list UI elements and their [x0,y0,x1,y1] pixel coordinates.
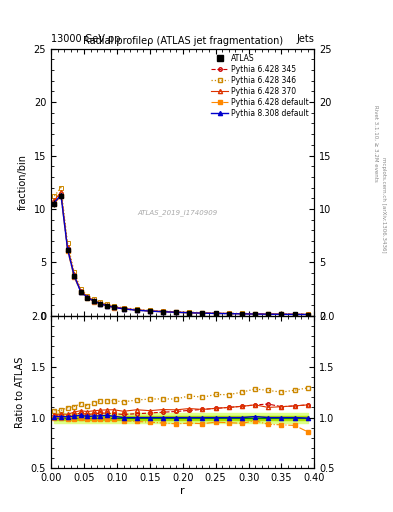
Text: mcplots.cern.ch [arXiv:1306.3436]: mcplots.cern.ch [arXiv:1306.3436] [381,157,386,252]
Text: Rivet 3.1.10, ≥ 3.2M events: Rivet 3.1.10, ≥ 3.2M events [373,105,378,182]
Title: Radial profileρ (ATLAS jet fragmentation): Radial profileρ (ATLAS jet fragmentation… [83,36,283,47]
Y-axis label: Ratio to ATLAS: Ratio to ATLAS [15,356,25,428]
Y-axis label: fraction/bin: fraction/bin [18,154,28,210]
Legend: ATLAS, Pythia 6.428 345, Pythia 6.428 346, Pythia 6.428 370, Pythia 6.428 defaul: ATLAS, Pythia 6.428 345, Pythia 6.428 34… [210,52,310,119]
X-axis label: r: r [180,486,185,496]
Text: Jets: Jets [297,33,314,44]
Text: 13000 GeV pp: 13000 GeV pp [51,33,121,44]
Text: ATLAS_2019_I1740909: ATLAS_2019_I1740909 [138,209,218,216]
